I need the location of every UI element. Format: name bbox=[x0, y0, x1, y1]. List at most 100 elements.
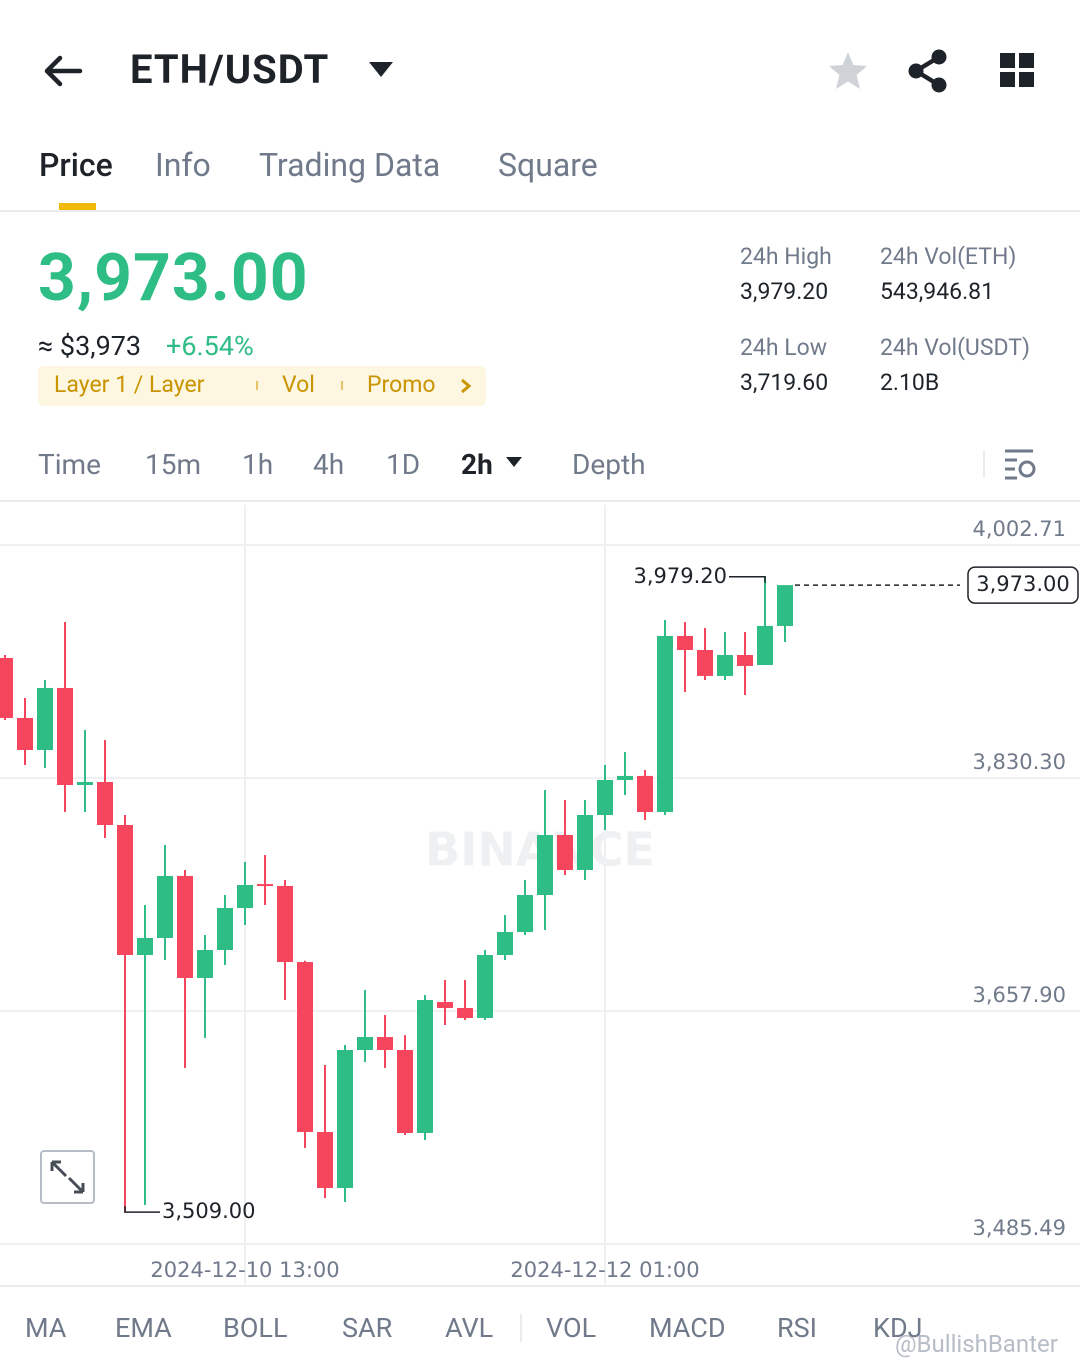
indicator[interactable]: SAR bbox=[342, 1312, 393, 1344]
share-icon[interactable] bbox=[906, 48, 950, 94]
stat-value: 3,979.20 bbox=[740, 278, 829, 305]
stat-value: 3,719.60 bbox=[740, 369, 829, 396]
tag[interactable]: Vol bbox=[282, 371, 315, 398]
favorite-icon[interactable] bbox=[826, 50, 870, 92]
candle-body bbox=[197, 950, 213, 978]
candle-body bbox=[657, 635, 673, 813]
last-price: 3,973.00 bbox=[38, 240, 309, 317]
interval[interactable]: 1h bbox=[242, 448, 274, 481]
candle-body bbox=[637, 775, 653, 813]
fiat-price: ≈ $3,973 bbox=[38, 330, 142, 362]
credit-watermark: @BullishBanter bbox=[895, 1330, 1058, 1358]
y-tick-label: 3,830.30 bbox=[972, 750, 1066, 774]
candle-body bbox=[0, 657, 13, 718]
tab[interactable]: Square bbox=[498, 146, 598, 184]
candle-body bbox=[417, 1000, 433, 1133]
candle-body bbox=[277, 885, 293, 963]
tag[interactable]: Promo bbox=[367, 371, 436, 398]
interval[interactable]: Time bbox=[38, 448, 101, 481]
candle-body bbox=[357, 1037, 373, 1050]
stat-value: 543,946.81 bbox=[880, 278, 995, 305]
candle-body bbox=[597, 780, 613, 815]
candle-body bbox=[157, 875, 173, 938]
candle-body bbox=[57, 687, 73, 785]
back-icon[interactable] bbox=[40, 50, 86, 92]
candle-body bbox=[37, 687, 53, 750]
divider bbox=[0, 1285, 1080, 1287]
divider bbox=[520, 1314, 522, 1342]
interval[interactable]: 15m bbox=[145, 448, 202, 481]
stat-label: 24h Low bbox=[740, 334, 828, 361]
candle-body bbox=[337, 1050, 353, 1188]
candle-body bbox=[97, 782, 113, 825]
candle-body bbox=[437, 1002, 453, 1008]
active-tab-indicator bbox=[59, 203, 96, 210]
candle-body bbox=[717, 655, 733, 676]
y-tick-label: 3,485.49 bbox=[972, 1216, 1066, 1240]
grid-menu-icon[interactable] bbox=[1000, 53, 1036, 89]
price-change: +6.54% bbox=[166, 330, 254, 362]
fullscreen-button[interactable] bbox=[40, 1150, 95, 1204]
candle-body bbox=[17, 717, 33, 750]
x-tick-label: 2024-12-12 01:00 bbox=[510, 1258, 699, 1282]
indicator[interactable]: AVL bbox=[445, 1312, 494, 1344]
interval[interactable]: 4h bbox=[313, 448, 345, 481]
stat-value: 2.10B bbox=[880, 369, 940, 396]
tag-separator bbox=[256, 381, 258, 390]
tab[interactable]: Price bbox=[39, 146, 113, 184]
low-label: 3,509.00 bbox=[162, 1199, 256, 1223]
candle-body bbox=[77, 782, 93, 785]
y-tick-label: 3,657.90 bbox=[972, 983, 1066, 1007]
candle-body bbox=[617, 775, 633, 780]
candle-body bbox=[697, 650, 713, 676]
divider bbox=[0, 500, 1080, 502]
pair-title[interactable]: ETH/USDT bbox=[130, 46, 330, 93]
candle-body bbox=[677, 635, 693, 650]
tag-arrow bbox=[461, 378, 472, 394]
interval-dropdown[interactable] bbox=[505, 456, 523, 470]
indicator[interactable]: VOL bbox=[546, 1312, 597, 1344]
candle-body bbox=[317, 1132, 333, 1188]
tag-box[interactable] bbox=[38, 366, 486, 406]
tab[interactable]: Info bbox=[155, 146, 211, 184]
candle-body bbox=[377, 1037, 393, 1050]
stat-label: 24h High bbox=[740, 243, 832, 270]
low-marker-line bbox=[124, 1206, 160, 1213]
last-price-label: 3,973.00 bbox=[976, 572, 1070, 596]
x-tick-label: 2024-12-10 13:00 bbox=[150, 1258, 339, 1282]
candle-body bbox=[217, 907, 233, 950]
indicator[interactable]: EMA bbox=[115, 1312, 172, 1344]
divider bbox=[983, 450, 985, 478]
divider bbox=[0, 210, 1080, 212]
high-label: 3,979.20 bbox=[633, 564, 727, 588]
candle-body bbox=[237, 885, 253, 908]
interval[interactable]: 2h bbox=[461, 448, 493, 481]
indicator[interactable]: MACD bbox=[649, 1312, 726, 1344]
interval[interactable]: Depth bbox=[572, 448, 646, 481]
tab[interactable]: Trading Data bbox=[259, 146, 441, 184]
indicator[interactable]: BOLL bbox=[223, 1312, 288, 1344]
indicator[interactable]: KDJ bbox=[873, 1312, 923, 1344]
candle-body bbox=[557, 835, 573, 870]
tag[interactable]: Layer 1 / Layer bbox=[54, 371, 205, 398]
y-tick-label: 4,002.71 bbox=[972, 517, 1066, 541]
high-marker-line bbox=[729, 576, 766, 583]
candlestick-chart: BINANCE 4,002.713,830.303,657.903,485.49… bbox=[0, 505, 1080, 1285]
candle-body bbox=[537, 835, 553, 895]
stat-label: 24h Vol(USDT) bbox=[880, 334, 1031, 361]
chart-settings-icon[interactable] bbox=[1003, 447, 1037, 481]
interval[interactable]: 1D bbox=[386, 448, 421, 481]
candle-body bbox=[257, 884, 273, 887]
last-price-box bbox=[967, 566, 1079, 604]
candle-body bbox=[477, 955, 493, 1018]
candle-body bbox=[577, 815, 593, 870]
tag-separator bbox=[341, 381, 343, 390]
indicator[interactable]: RSI bbox=[777, 1312, 818, 1344]
indicator[interactable]: MA bbox=[25, 1312, 67, 1344]
pair-dropdown[interactable] bbox=[368, 60, 394, 80]
stat-label: 24h Vol(ETH) bbox=[880, 243, 1017, 270]
candle-body bbox=[117, 825, 133, 955]
candle-body bbox=[757, 625, 773, 665]
candle-body bbox=[457, 1007, 473, 1018]
